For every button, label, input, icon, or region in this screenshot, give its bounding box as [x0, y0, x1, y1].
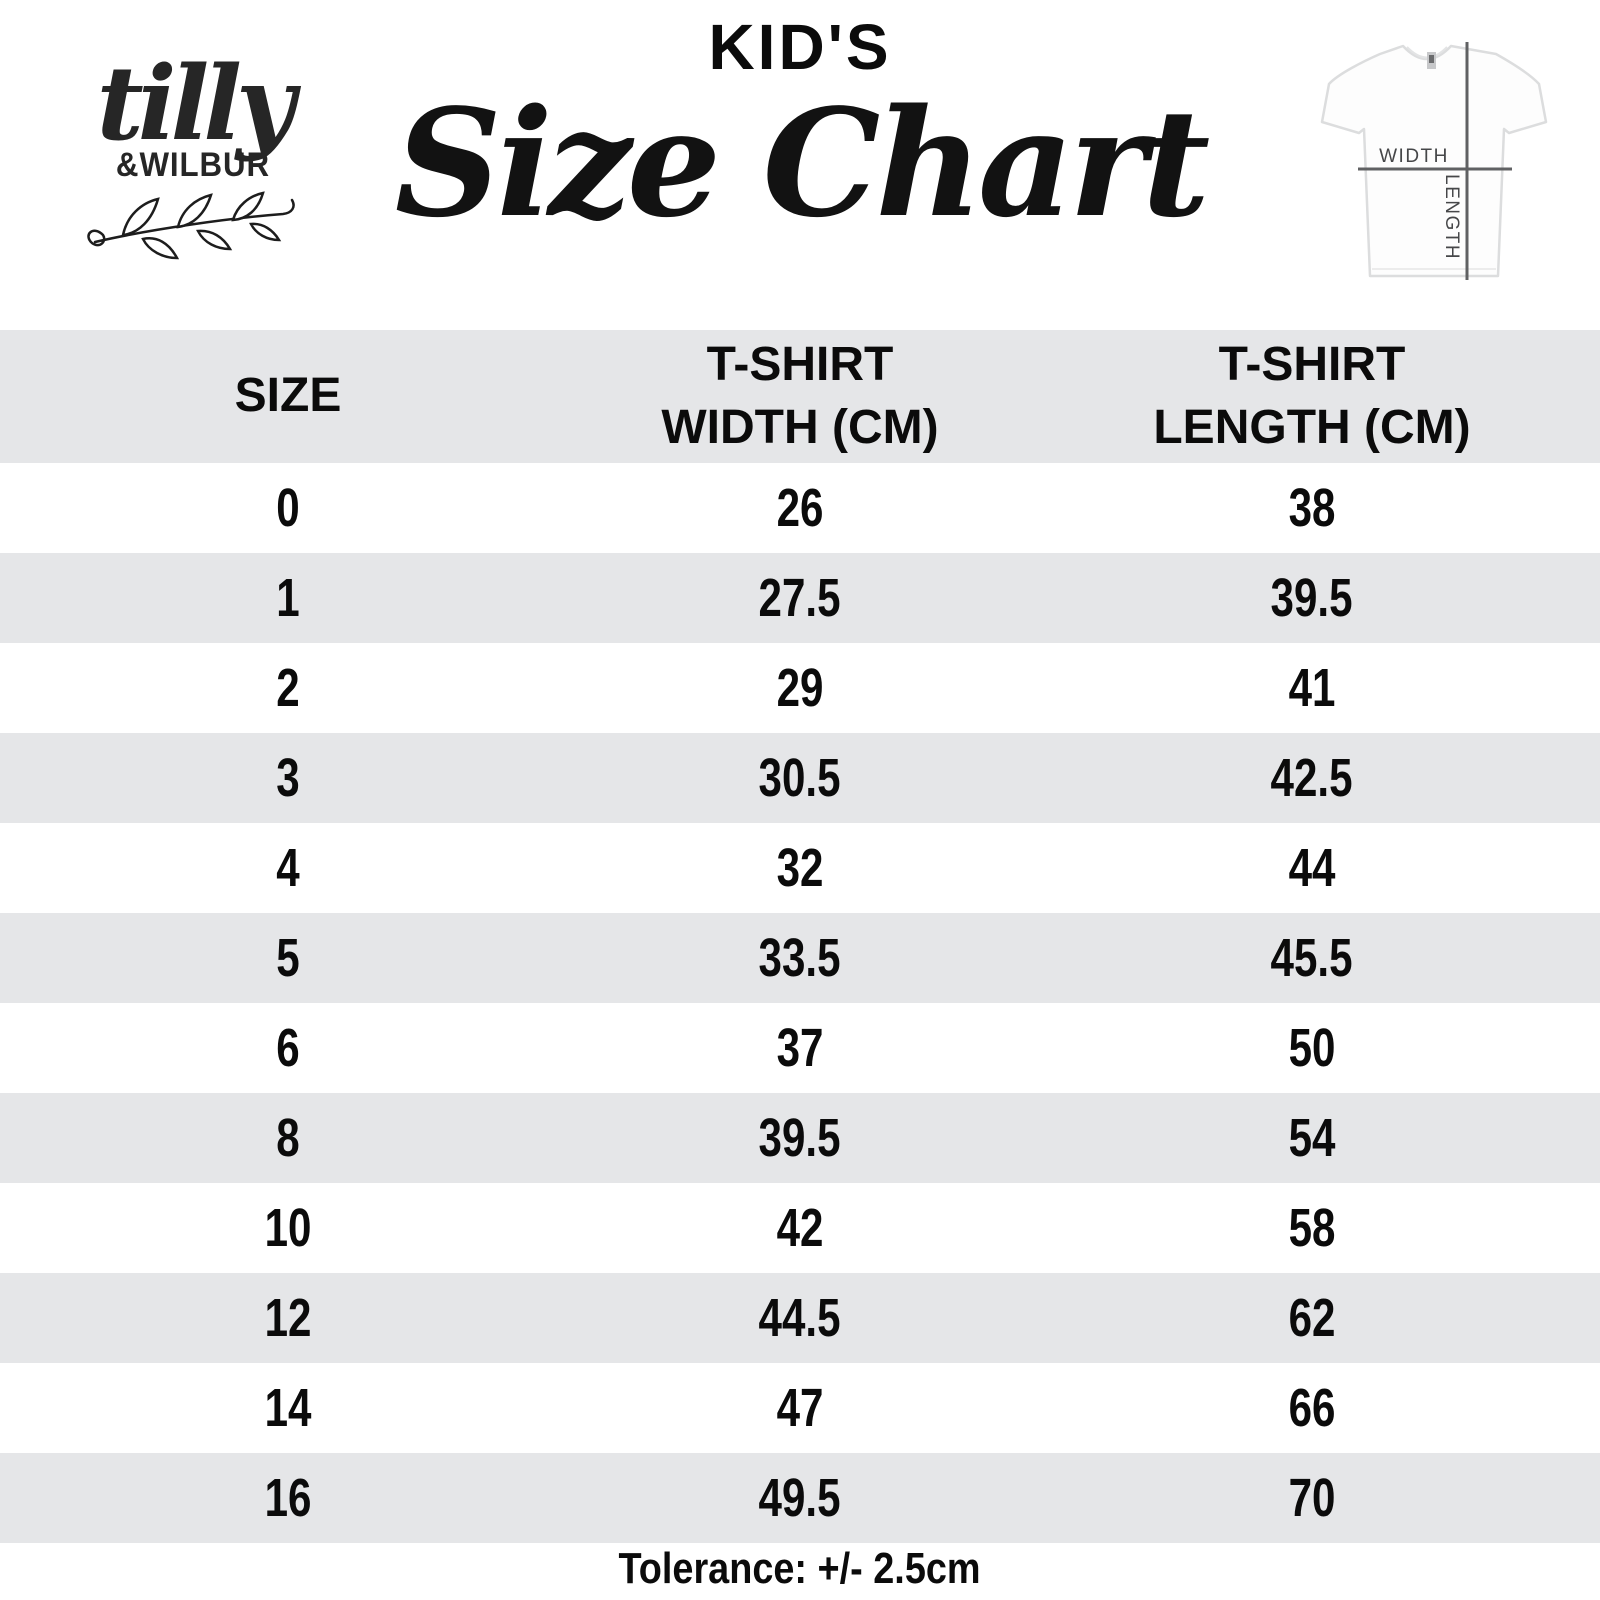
length-cell: 70: [1288, 1468, 1336, 1528]
size-cell: 16: [264, 1468, 312, 1528]
size-table-row: 5 33.5 45.5: [0, 913, 1600, 1003]
width-cell: 32: [776, 838, 824, 898]
brand-name-script: tilly: [96, 44, 296, 164]
width-cell: 26: [776, 478, 824, 538]
size-cell: 8: [276, 1108, 300, 1168]
column-header-size: SIZE: [0, 330, 576, 463]
size-cell: 5: [276, 928, 300, 988]
size-table-row: 6 37 50: [0, 1003, 1600, 1093]
chart-title: Size Chart: [394, 76, 1210, 250]
length-cell: 58: [1288, 1198, 1336, 1258]
laurel-branch-icon: [86, 191, 295, 260]
length-label: LENGTH: [1441, 174, 1462, 260]
tshirt-measurement-diagram: WIDTH LENGTH: [1290, 32, 1570, 295]
size-table-row: 4 32 44: [0, 823, 1600, 913]
page-header: KID'S Size Chart: [320, 10, 1280, 241]
width-cell: 47: [776, 1378, 824, 1438]
width-label: WIDTH: [1379, 146, 1449, 167]
chart-kicker: KID'S: [708, 11, 892, 83]
width-cell: 27.5: [758, 568, 841, 628]
length-cell: 38: [1288, 478, 1336, 538]
size-table-row: 2 29 41: [0, 643, 1600, 733]
tolerance-note-text: Tolerance: +/- 2.5cm: [618, 1544, 982, 1593]
size-cell: 12: [264, 1288, 312, 1348]
tolerance-note: Tolerance: +/- 2.5cm: [0, 1544, 1600, 1594]
length-cell: 39.5: [1270, 568, 1353, 628]
neck-tag-print: [1429, 55, 1434, 63]
column-header-length: T-SHIRT LENGTH (CM): [1024, 330, 1600, 463]
width-cell: 44.5: [758, 1288, 841, 1348]
length-cell: 54: [1288, 1108, 1336, 1168]
size-table-body: 0 26 38 1 27.5 39.5 2 29 41 3 30.5 42.5 4 32 44 5 33.5 45…: [0, 463, 1600, 1543]
size-table: SIZE T-SHIRT WIDTH (CM) T-SHIRT LENGTH (…: [0, 330, 1600, 1543]
length-cell: 62: [1288, 1288, 1336, 1348]
size-table-row: 1 27.5 39.5: [0, 553, 1600, 643]
brand-logo: tilly &WILBUR: [68, 52, 318, 261]
length-cell: 42.5: [1270, 748, 1353, 808]
size-table-row: 0 26 38: [0, 463, 1600, 553]
size-cell: 6: [276, 1018, 300, 1078]
width-cell: 39.5: [758, 1108, 841, 1168]
width-cell: 30.5: [758, 748, 841, 808]
size-cell: 3: [276, 748, 300, 808]
length-cell: 45.5: [1270, 928, 1353, 988]
size-table-row: 3 30.5 42.5: [0, 733, 1600, 823]
width-cell: 49.5: [758, 1468, 841, 1528]
size-table-row: 16 49.5 70: [0, 1453, 1600, 1543]
size-table-header-row: SIZE T-SHIRT WIDTH (CM) T-SHIRT LENGTH (…: [0, 330, 1600, 463]
size-cell: 14: [264, 1378, 312, 1438]
width-cell: 42: [776, 1198, 824, 1258]
length-cell: 66: [1288, 1378, 1336, 1438]
size-table-row: 12 44.5 62: [0, 1273, 1600, 1363]
width-cell: 37: [776, 1018, 824, 1078]
size-table-row: 8 39.5 54: [0, 1093, 1600, 1183]
size-cell: 0: [276, 478, 300, 538]
size-table-row: 10 42 58: [0, 1183, 1600, 1273]
width-cell: 33.5: [758, 928, 841, 988]
length-cell: 44: [1288, 838, 1336, 898]
column-header-width: T-SHIRT WIDTH (CM): [576, 330, 1024, 463]
length-cell: 50: [1288, 1018, 1336, 1078]
size-table-row: 14 47 66: [0, 1363, 1600, 1453]
size-cell: 2: [276, 658, 300, 718]
width-cell: 29: [776, 658, 824, 718]
length-cell: 41: [1288, 658, 1336, 718]
brand-name-caps: &WILBUR: [115, 146, 271, 185]
size-cell: 1: [276, 568, 300, 628]
size-cell: 4: [276, 838, 300, 898]
size-cell: 10: [264, 1198, 312, 1258]
